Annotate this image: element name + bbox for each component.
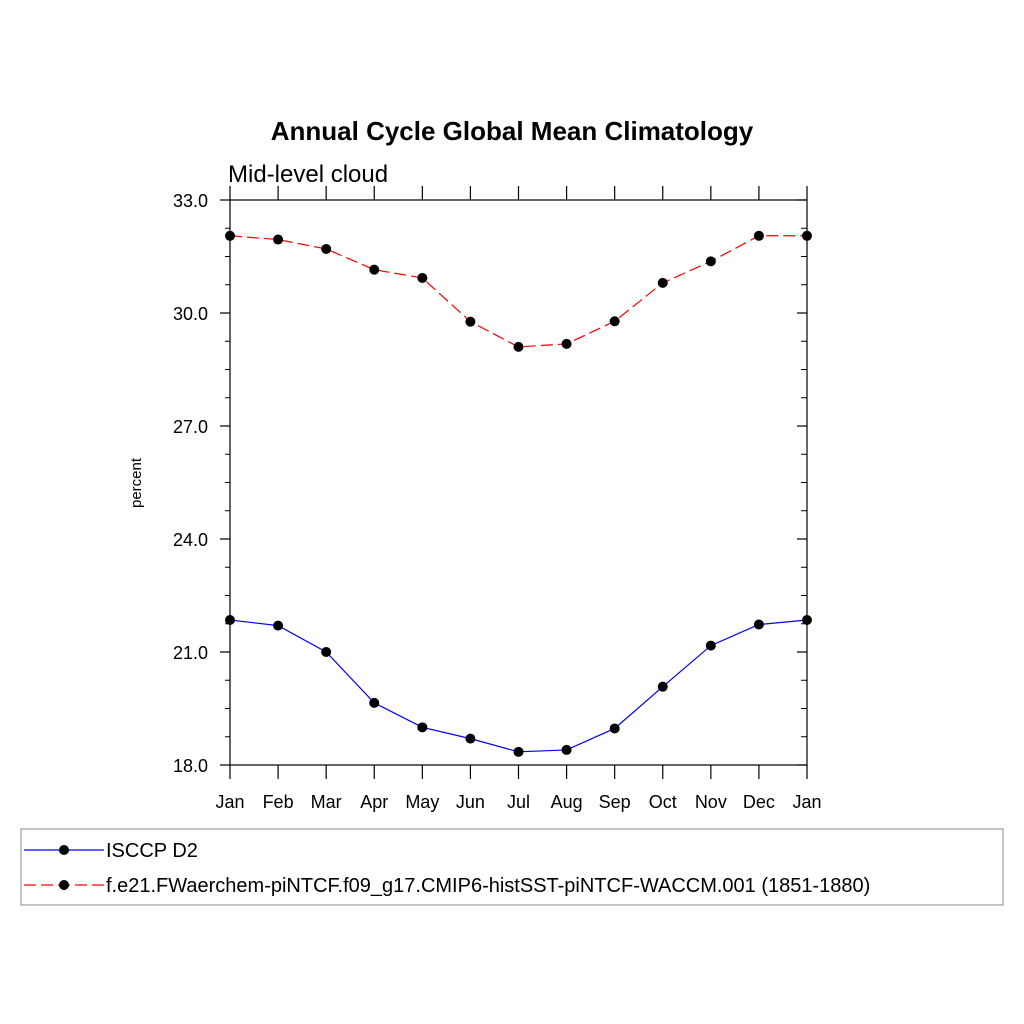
- chart-title: Annual Cycle Global Mean Climatology: [271, 116, 754, 146]
- legend-marker: [59, 880, 69, 890]
- data-point: [513, 341, 524, 352]
- data-point: [321, 243, 332, 254]
- legend-marker: [59, 845, 69, 855]
- data-point: [561, 744, 572, 755]
- data-point: [753, 230, 764, 241]
- y-tick-label: 30.0: [173, 304, 208, 324]
- x-tick-label: Sep: [599, 792, 631, 812]
- chart-subtitle: Mid-level cloud: [228, 161, 388, 188]
- x-tick-label: Mar: [311, 792, 342, 812]
- x-tick-label: Jun: [456, 792, 485, 812]
- x-tick-label: Jan: [215, 792, 244, 812]
- x-tick-label: Apr: [360, 792, 388, 812]
- y-tick-label: 18.0: [173, 756, 208, 776]
- series-layer: [225, 230, 812, 757]
- y-tick-label: 27.0: [173, 417, 208, 437]
- data-point: [465, 733, 476, 744]
- y-tick-label: 24.0: [173, 530, 208, 550]
- legend: ISCCP D2 f.e21.FWaerchem-piNTCF.f09_g17.C…: [20, 828, 1004, 906]
- y-tick-label: 33.0: [173, 191, 208, 211]
- legend-label: ISCCP D2: [106, 840, 198, 862]
- data-point: [753, 619, 764, 630]
- y-axis-label: percent: [128, 457, 145, 508]
- y-tick-label: 21.0: [173, 643, 208, 663]
- legend-box: [20, 828, 1004, 906]
- data-point: [465, 316, 476, 327]
- data-point: [417, 272, 428, 283]
- series-line: [229, 619, 808, 753]
- x-tick-label: Nov: [695, 792, 727, 812]
- axis-ticks: 18.0 21.0 24.0 27.0 30.0 33.0 Jan Feb Mar Apr May J…: [173, 186, 822, 812]
- data-point: [609, 316, 620, 327]
- data-point: [657, 277, 668, 288]
- data-point: [705, 256, 716, 267]
- data-point: [369, 264, 380, 275]
- series-line: [229, 235, 807, 348]
- data-point: [513, 746, 524, 757]
- x-tick-label: Jul: [507, 792, 530, 812]
- data-point: [417, 722, 428, 733]
- legend-label: f.e21.FWaerchem-piNTCF.f09_g17.CMIP6-his…: [106, 875, 870, 897]
- data-point: [561, 338, 572, 349]
- x-tick-label: Jan: [792, 792, 821, 812]
- data-point: [273, 234, 284, 245]
- x-tick-label: Feb: [263, 792, 294, 812]
- data-point: [705, 640, 716, 651]
- data-point: [657, 681, 668, 692]
- x-tick-label: May: [405, 792, 439, 812]
- data-point: [609, 723, 620, 734]
- plot-frame: [229, 199, 808, 766]
- data-point: [321, 647, 332, 657]
- x-tick-label: Dec: [743, 792, 775, 812]
- x-tick-label: Aug: [551, 792, 583, 812]
- x-tick-label: Oct: [649, 792, 677, 812]
- data-point: [273, 620, 284, 631]
- data-point: [369, 697, 380, 708]
